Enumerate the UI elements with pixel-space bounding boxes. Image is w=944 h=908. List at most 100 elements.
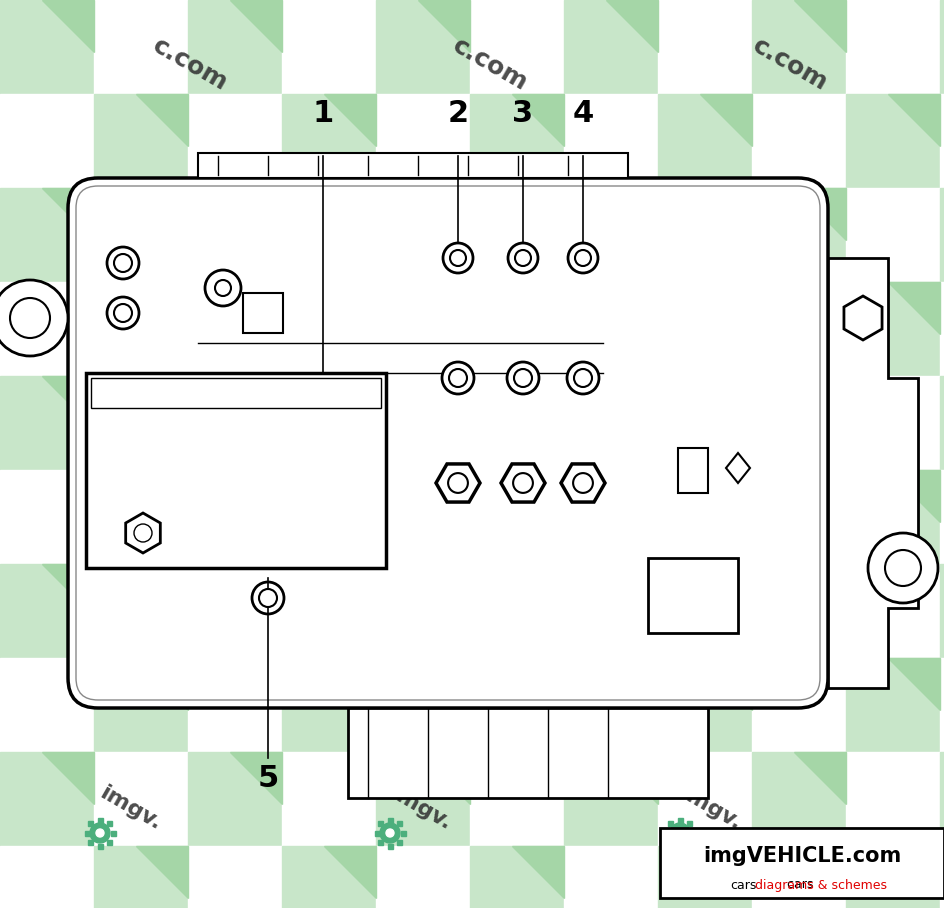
Polygon shape <box>418 0 470 52</box>
Bar <box>940 376 944 470</box>
Bar <box>470 846 564 908</box>
Bar <box>752 94 846 188</box>
Bar <box>846 376 940 470</box>
Bar <box>470 658 564 752</box>
Polygon shape <box>606 752 658 804</box>
Bar <box>668 822 673 826</box>
Bar <box>0 188 94 282</box>
Polygon shape <box>794 564 846 616</box>
Circle shape <box>134 524 152 542</box>
Bar <box>0 0 94 94</box>
Polygon shape <box>325 94 376 145</box>
Polygon shape <box>888 846 940 898</box>
Polygon shape <box>513 658 564 710</box>
Polygon shape <box>700 94 752 145</box>
Polygon shape <box>230 752 282 804</box>
Bar <box>846 282 940 376</box>
Bar <box>564 470 658 564</box>
Bar <box>940 564 944 658</box>
Circle shape <box>568 243 598 273</box>
Text: imgVEHICLE.com: imgVEHICLE.com <box>703 846 902 866</box>
Bar <box>678 844 683 848</box>
Bar <box>752 282 846 376</box>
Polygon shape <box>418 752 470 804</box>
Bar <box>379 822 383 826</box>
Circle shape <box>259 589 277 607</box>
Text: imgv.: imgv. <box>95 783 164 834</box>
Polygon shape <box>794 376 846 428</box>
Bar <box>0 564 94 658</box>
Bar <box>188 846 282 908</box>
Bar <box>94 188 188 282</box>
Bar <box>658 752 752 846</box>
Polygon shape <box>501 464 545 502</box>
Bar <box>648 558 738 633</box>
Bar <box>94 376 188 470</box>
Bar <box>86 373 386 568</box>
Polygon shape <box>436 464 480 502</box>
Bar <box>387 844 393 848</box>
Text: 1: 1 <box>312 99 333 128</box>
Polygon shape <box>230 564 282 616</box>
Bar <box>89 822 93 826</box>
Bar <box>282 376 376 470</box>
Polygon shape <box>513 470 564 522</box>
Polygon shape <box>844 296 882 340</box>
Circle shape <box>215 280 231 296</box>
Text: imgv.: imgv. <box>676 783 744 834</box>
Circle shape <box>443 243 473 273</box>
Text: c.com: c.com <box>148 34 232 96</box>
Polygon shape <box>888 282 940 334</box>
Circle shape <box>10 298 50 338</box>
Bar <box>686 840 692 844</box>
Bar <box>470 564 564 658</box>
Bar <box>188 564 282 658</box>
Text: 4: 4 <box>572 99 594 128</box>
Bar <box>188 188 282 282</box>
Bar <box>376 752 470 846</box>
Bar <box>752 470 846 564</box>
Polygon shape <box>888 94 940 145</box>
Circle shape <box>567 362 599 394</box>
Bar <box>188 752 282 846</box>
Text: cars: cars <box>786 878 818 891</box>
Circle shape <box>114 254 132 272</box>
Bar <box>376 376 470 470</box>
Bar <box>846 752 940 846</box>
Bar <box>94 658 188 752</box>
Circle shape <box>114 304 132 322</box>
Bar <box>564 94 658 188</box>
Polygon shape <box>42 188 94 240</box>
Polygon shape <box>888 658 940 710</box>
Bar <box>846 846 940 908</box>
Bar <box>94 282 188 376</box>
Circle shape <box>386 829 394 837</box>
Polygon shape <box>325 470 376 522</box>
Bar <box>658 376 752 470</box>
Bar <box>282 0 376 94</box>
Text: cars: cars <box>730 879 756 892</box>
Bar <box>752 376 846 470</box>
Circle shape <box>573 473 593 493</box>
Bar <box>564 752 658 846</box>
Bar <box>376 564 470 658</box>
Bar <box>110 831 115 835</box>
Bar <box>97 844 103 848</box>
Bar <box>376 94 470 188</box>
Bar <box>846 658 940 752</box>
Bar <box>470 0 564 94</box>
Bar <box>282 94 376 188</box>
Bar <box>665 831 669 835</box>
Bar <box>470 752 564 846</box>
Polygon shape <box>794 752 846 804</box>
Polygon shape <box>136 846 188 898</box>
Bar <box>564 564 658 658</box>
Polygon shape <box>888 470 940 522</box>
Text: 2: 2 <box>447 99 468 128</box>
Bar <box>752 846 846 908</box>
Polygon shape <box>828 258 918 688</box>
Bar <box>686 822 692 826</box>
Bar <box>940 0 944 94</box>
Bar <box>188 0 282 94</box>
Polygon shape <box>513 94 564 145</box>
